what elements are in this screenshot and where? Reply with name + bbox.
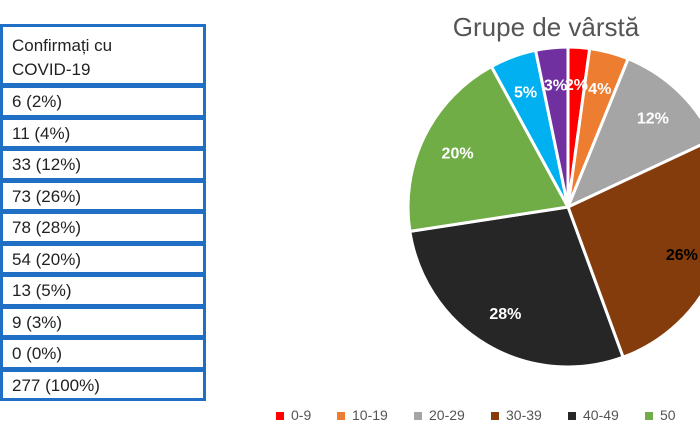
pie-slice-50-59 [406, 64, 571, 234]
chart-title: Grupe de vârstă [453, 12, 640, 42]
pie-slice-label: 5% [514, 84, 537, 101]
pie-slice-label: 28% [489, 306, 521, 323]
pie-slice-20-29 [565, 56, 700, 210]
table-row: 6 (2%) [0, 86, 206, 118]
table-row: 73 (26%) [0, 180, 206, 212]
legend-swatch [568, 412, 576, 420]
pie-slice-label: 3% [544, 77, 567, 94]
table-row: 11 (4%) [0, 117, 206, 149]
legend-label: 40-49 [583, 407, 619, 423]
pie-slice-label: 26% [666, 247, 698, 264]
pie-slice-label: 20% [442, 145, 474, 162]
legend-label: 50 [660, 407, 676, 423]
legend-label: 10-19 [352, 407, 388, 423]
legend-swatch [337, 412, 345, 420]
table-row: 33 (12%) [0, 149, 206, 181]
table-row-total: 277 (100%) [0, 369, 206, 401]
cases-table: Confirmați cu COVID-19 6 (2%) 11 (4%) 33… [0, 24, 206, 401]
pie-slice-70-79 [533, 45, 570, 208]
pie-slice-40-49 [408, 205, 626, 369]
table-row: 54 (20%) [0, 243, 206, 275]
table-header-line-1: Confirmați cu [12, 36, 113, 55]
legend-swatch [414, 412, 422, 420]
legend-label: 20-29 [429, 407, 465, 423]
pie-slice-labels: 2% 4% 12% 26% 28% 20% 5% 3% [442, 77, 698, 323]
pie-slices [406, 45, 700, 369]
pie-chart-svg: Grupe de vârstă 2% 4% 12% 26% 28% 20% 5% 3% 0-9… [276, 12, 700, 423]
pie-slice-label: 12% [637, 111, 669, 128]
chart-legend: 0-9 10-19 20-29 30-39 40-49 50 [276, 407, 676, 423]
pie-slice-30-39 [566, 143, 700, 360]
table-header-line-2: COVID-19 [12, 60, 91, 79]
legend-swatch [276, 412, 284, 420]
pie-slice-label: 2% [565, 77, 588, 94]
table-row: 0 (0%) [0, 338, 206, 370]
table-row: 9 (3%) [0, 306, 206, 338]
table-row: 78 (28%) [0, 212, 206, 244]
pie-chart: Grupe de vârstă 2% 4% 12% 26% 28% 20% 5% 3% 0-9… [210, 0, 700, 438]
legend-swatch [645, 412, 653, 420]
pie-slice-label: 4% [588, 81, 611, 98]
table-header: Confirmați cu COVID-19 [0, 24, 206, 86]
legend-swatch [491, 412, 499, 420]
table-row: 13 (5%) [0, 275, 206, 307]
legend-label: 0-9 [291, 407, 311, 423]
legend-label: 30-39 [506, 407, 542, 423]
